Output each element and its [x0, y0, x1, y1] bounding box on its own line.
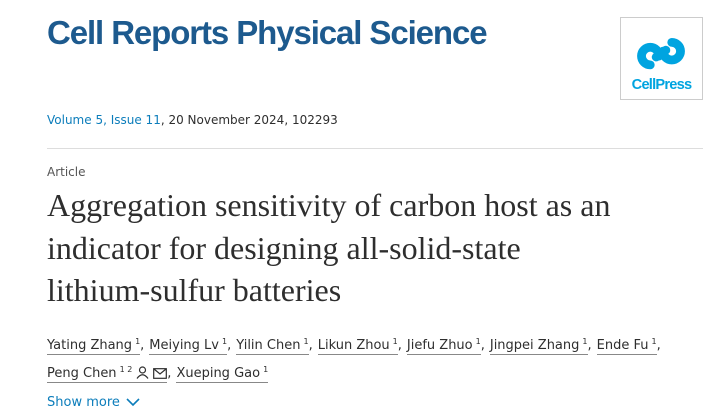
issue-link[interactable]: Volume 5, Issue 11	[47, 113, 161, 127]
author-separator: ,	[227, 338, 232, 353]
affiliation: 1	[135, 337, 141, 346]
author-name: Jingpei Zhang	[489, 338, 580, 353]
author-separator: ,	[397, 338, 402, 353]
icon-part	[153, 368, 167, 375]
author-separator: ,	[308, 338, 313, 353]
author[interactable]: Yilin Chen 1	[236, 337, 309, 355]
person-icon	[136, 366, 149, 379]
issue-details: , 20 November 2024, 102293	[160, 113, 338, 127]
author-name: Likun Zhou	[317, 338, 390, 353]
author[interactable]: Jingpei Zhang 1	[489, 337, 588, 355]
author[interactable]: Ende Fu 1	[596, 337, 657, 355]
author-name: Ende Fu	[596, 338, 649, 353]
article-type: Article	[47, 165, 86, 179]
title-line: Aggregation sensitivity of carbon host a…	[47, 187, 611, 223]
affiliation: 1	[263, 365, 269, 374]
issue-info: Volume 5, Issue 11, 20 November 2024, 10…	[47, 113, 338, 127]
article-title: Aggregation sensitivity of carbon host a…	[47, 184, 610, 312]
icon-part	[139, 366, 147, 374]
author-name: Meiying Lv	[149, 338, 219, 353]
show-more-label: Show more	[47, 395, 120, 410]
author[interactable]: Likun Zhou 1	[317, 337, 398, 355]
author-line: Peng Chen 1 2, Xueping Gao 1	[47, 358, 666, 386]
author-separator: ,	[587, 338, 592, 353]
author-name: Yilin Chen	[236, 338, 301, 353]
affiliation: 1	[582, 337, 588, 346]
icon-part	[136, 374, 149, 379]
journal-title[interactable]: Cell Reports Physical Science	[47, 14, 488, 51]
author-name: Xueping Gao	[176, 366, 261, 381]
show-more[interactable]: Show more	[47, 395, 140, 410]
chevron-icon	[126, 398, 140, 407]
author-separator: ,	[140, 338, 145, 353]
author[interactable]: Xueping Gao 1	[176, 365, 269, 383]
title-line: lithium-sulfur batteries	[47, 272, 342, 308]
author-list: Yating Zhang 1, Meiying Lv 1, Yilin Chen 1, Li…	[47, 330, 666, 386]
affiliation: 1	[392, 337, 398, 346]
author-separator: ,	[480, 338, 485, 353]
divider	[47, 148, 703, 149]
author-separator: ,	[167, 366, 172, 381]
author[interactable]: Yating Zhang 1	[47, 337, 141, 355]
publisher-name: CellPress	[632, 77, 692, 93]
author-name: Jiefu Zhuo	[406, 338, 473, 353]
author-line: Yating Zhang 1, Meiying Lv 1, Yilin Chen 1, Li…	[47, 330, 666, 358]
author-name: Peng Chen	[47, 366, 117, 381]
icon-part	[153, 368, 168, 379]
mail-icon	[153, 368, 168, 379]
author[interactable]: Peng Chen 1 2	[47, 365, 168, 383]
affiliation: 1	[222, 337, 228, 346]
author[interactable]: Meiying Lv 1	[149, 337, 228, 355]
author[interactable]: Jiefu Zhuo 1	[406, 337, 481, 355]
author-name: Yating Zhang	[47, 338, 133, 353]
affiliation: 1	[651, 337, 657, 346]
author-separator: ,	[656, 338, 661, 353]
affiliation: 1	[303, 337, 309, 346]
logo-mark	[637, 38, 685, 70]
affiliation: 1 2	[119, 365, 133, 374]
publisher-logo[interactable]: CellPress	[620, 17, 703, 100]
title-line: indicator for designing all-solid-state	[47, 229, 521, 266]
affiliation: 1	[475, 337, 481, 346]
